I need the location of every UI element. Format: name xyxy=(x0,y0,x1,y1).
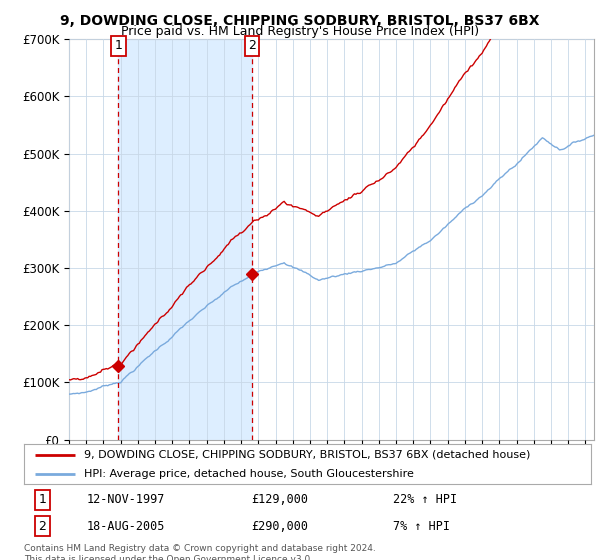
Bar xyxy=(118,39,252,440)
Text: 12-NOV-1997: 12-NOV-1997 xyxy=(86,493,165,506)
Text: 18-AUG-2005: 18-AUG-2005 xyxy=(86,520,165,533)
Text: 22% ↑ HPI: 22% ↑ HPI xyxy=(392,493,457,506)
Text: 1: 1 xyxy=(115,39,122,52)
Text: Contains HM Land Registry data © Crown copyright and database right 2024.
This d: Contains HM Land Registry data © Crown c… xyxy=(24,544,376,560)
Text: £129,000: £129,000 xyxy=(251,493,308,506)
Text: 2: 2 xyxy=(38,520,46,533)
Text: 2: 2 xyxy=(248,39,256,52)
Text: HPI: Average price, detached house, South Gloucestershire: HPI: Average price, detached house, Sout… xyxy=(83,469,413,478)
Text: 1: 1 xyxy=(38,493,46,506)
Text: Price paid vs. HM Land Registry's House Price Index (HPI): Price paid vs. HM Land Registry's House … xyxy=(121,25,479,38)
Text: 9, DOWDING CLOSE, CHIPPING SODBURY, BRISTOL, BS37 6BX (detached house): 9, DOWDING CLOSE, CHIPPING SODBURY, BRIS… xyxy=(83,450,530,460)
Text: 7% ↑ HPI: 7% ↑ HPI xyxy=(392,520,449,533)
Text: 9, DOWDING CLOSE, CHIPPING SODBURY, BRISTOL, BS37 6BX: 9, DOWDING CLOSE, CHIPPING SODBURY, BRIS… xyxy=(60,14,540,28)
Text: £290,000: £290,000 xyxy=(251,520,308,533)
